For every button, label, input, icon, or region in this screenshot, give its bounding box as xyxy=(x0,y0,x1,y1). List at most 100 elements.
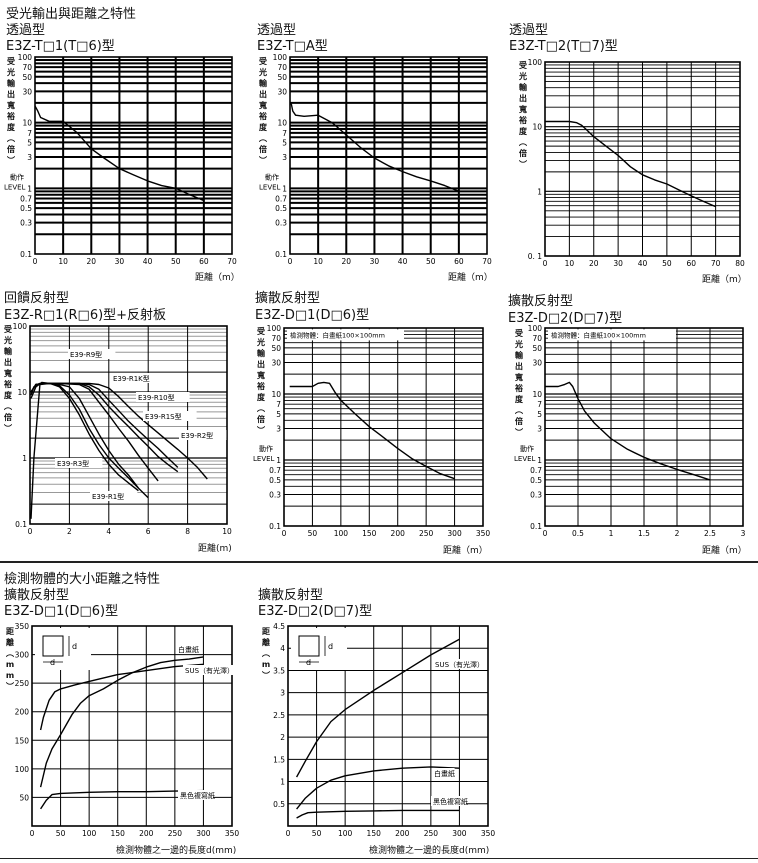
chart-8-xtick-label: 300 xyxy=(452,829,467,838)
chart-1-ytick-label: 3 xyxy=(27,153,32,162)
chart-7-ytick-label: 50 xyxy=(19,793,29,802)
chart-8-frame xyxy=(287,625,489,827)
chart-8-series-line xyxy=(296,766,460,810)
chart-7-inset-label-v: d xyxy=(72,642,77,651)
chart-5-xtick-label: 200 xyxy=(391,529,406,538)
chart-3-xtick-label: 10 xyxy=(565,259,575,268)
chart-4-series-line xyxy=(30,381,139,489)
chart-7-series-label-bg xyxy=(183,665,237,675)
chart-1-ytick-label: 0.1 xyxy=(20,250,32,259)
chart-7-series-label: 黑色複寫紙 xyxy=(180,791,215,800)
chart-6-ytick-label: 0.5 xyxy=(530,476,542,485)
chart-5-ytick-label: 0.3 xyxy=(269,491,281,500)
chart-4-series-label-bg xyxy=(179,430,227,440)
chart-2-ylabel: 受光輸出寬裕度 ︵ 倍 ︶ xyxy=(259,57,267,165)
chart-2-xtick-label: 10 xyxy=(313,257,323,266)
chart-2-ytick-label: 3 xyxy=(282,153,287,162)
chart-8-inset-square xyxy=(298,635,320,657)
chart-1-xtick-label: 70 xyxy=(227,257,237,266)
chart-4-series-line xyxy=(30,382,208,480)
chart-5-ytick-label: 30 xyxy=(271,359,281,368)
chart-7-series-line xyxy=(39,663,204,731)
chart-2-frame xyxy=(289,56,488,255)
chart-5-xtick-label: 300 xyxy=(447,529,462,538)
chart-3-xlabel: 距離（m） xyxy=(702,275,747,285)
chart-2-ytick-label: 5 xyxy=(282,138,287,147)
chart-7-xtick-label: 350 xyxy=(225,829,240,838)
chart-3-category: 透過型 xyxy=(509,23,549,38)
chart-2-xtick-label: 40 xyxy=(398,257,408,266)
chart-4-category: 回饋反射型 xyxy=(4,291,70,306)
chart-6-xtick-label: 0.5 xyxy=(572,529,584,538)
chart-4-ytick-label: 1 xyxy=(22,454,27,463)
chart-1-ytick-label: 5 xyxy=(27,138,32,147)
chart-8-series-label: SUS（有光澤） xyxy=(435,660,484,669)
bottom-divider xyxy=(0,858,758,859)
chart-1-ytick-label: 10 xyxy=(22,119,32,128)
chart-5-ytick-label: 50 xyxy=(271,344,281,353)
chart-6-ytick-label: 7 xyxy=(537,400,542,409)
chart-7-model: E3Z-D□1(D□6)型 xyxy=(4,604,119,619)
chart-1-ytick-label: 0.7 xyxy=(20,195,32,204)
section-title-size-vs-distance: 檢測物體的大小距離之特性 xyxy=(4,572,161,587)
chart-2-xtick-label: 50 xyxy=(426,257,436,266)
chart-6-model: E3Z-D□2(D□7)型 xyxy=(508,311,623,326)
chart-3-xtick-label: 20 xyxy=(589,259,599,268)
chart-6-xlabel: 距離（m） xyxy=(702,546,747,556)
chart-2-xtick-label: 70 xyxy=(482,257,492,266)
chart-6-xtick-label: 2.5 xyxy=(704,529,716,538)
chart-3-xtick-label: 0 xyxy=(543,259,548,268)
chart-1-xtick-label: 10 xyxy=(58,257,68,266)
chart-4-frame xyxy=(29,325,228,525)
chart-6-ytick-label: 50 xyxy=(532,344,542,353)
chart-1-category: 透過型 xyxy=(6,23,46,38)
chart-7-ytick-label: 150 xyxy=(15,736,30,745)
chart-7-xtick-label: 200 xyxy=(139,829,154,838)
chart-7-ytick-label: 350 xyxy=(15,622,30,631)
chart-8-xtick-label: 200 xyxy=(395,829,410,838)
chart-4-ytick-label: 10 xyxy=(17,388,27,397)
chart-8-ytick-label: 0.5 xyxy=(273,800,285,809)
chart-6-annotation: 檢測物體：白畫紙100×100mm xyxy=(551,330,646,339)
chart-8-xtick-label: 100 xyxy=(338,829,353,838)
chart-6-ytick-label: 0.7 xyxy=(530,466,542,475)
chart-7-xtick-label: 250 xyxy=(168,829,183,838)
chart-8-ytick-label: 3.5 xyxy=(273,666,285,675)
chart-6-xtick-label: 1.5 xyxy=(638,529,650,538)
chart-5-series-line xyxy=(289,381,455,480)
chart-2-xtick-label: 60 xyxy=(454,257,464,266)
chart-6-annotation-bg xyxy=(548,329,676,341)
chart-7-inset-square xyxy=(42,635,64,657)
chart-5-ytick-label: 5 xyxy=(276,410,281,419)
chart-1-series-line xyxy=(34,105,205,202)
chart-1-ytick-label: 30 xyxy=(22,87,32,96)
chart-3-xtick-label: 80 xyxy=(735,259,745,268)
chart-7-ytick-label: 250 xyxy=(15,679,30,688)
chart-3-ytick-label: 0. 1 xyxy=(528,252,543,261)
chart-5-ytick-label: 7 xyxy=(276,400,281,409)
section-title-output-vs-distance: 受光輸出與距離之特性 xyxy=(6,7,137,22)
chart-8-ytick-label: 1 xyxy=(280,778,285,787)
chart-8-series-line xyxy=(295,638,460,778)
chart-1-xtick-label: 30 xyxy=(115,257,125,266)
chart-6-frame xyxy=(544,327,744,527)
chart-5-annotation: 檢測物體：白畫紙100×100mm xyxy=(290,330,385,339)
chart-4-xtick-label: 2 xyxy=(67,527,72,536)
chart-5-xtick-label: 150 xyxy=(362,529,377,538)
chart-1-xtick-label: 0 xyxy=(33,257,38,266)
chart-7-ytick-label: 100 xyxy=(15,765,30,774)
chart-4-series-label-bg xyxy=(143,411,197,421)
chart-3-model: E3Z-T□2(T□7)型 xyxy=(509,39,618,54)
chart-1-xtick-label: 20 xyxy=(87,257,97,266)
chart-7-inset-label-h: d xyxy=(50,658,55,667)
chart-2-xtick-label: 30 xyxy=(370,257,380,266)
chart-4-series-label-bg xyxy=(55,458,103,468)
chart-5-xtick-label: 100 xyxy=(334,529,349,538)
chart-3-ytick-label: 1 xyxy=(537,187,542,196)
chart-2-xtick-label: 0 xyxy=(288,257,293,266)
chart-4-series-label-bg xyxy=(136,392,190,402)
chart-5-level-label-2: LEVEL xyxy=(253,455,275,463)
chart-2-category: 透過型 xyxy=(257,23,297,38)
chart-2-ytick-label: 0.7 xyxy=(275,195,287,204)
chart-5-level-label: 動作 xyxy=(259,444,273,453)
